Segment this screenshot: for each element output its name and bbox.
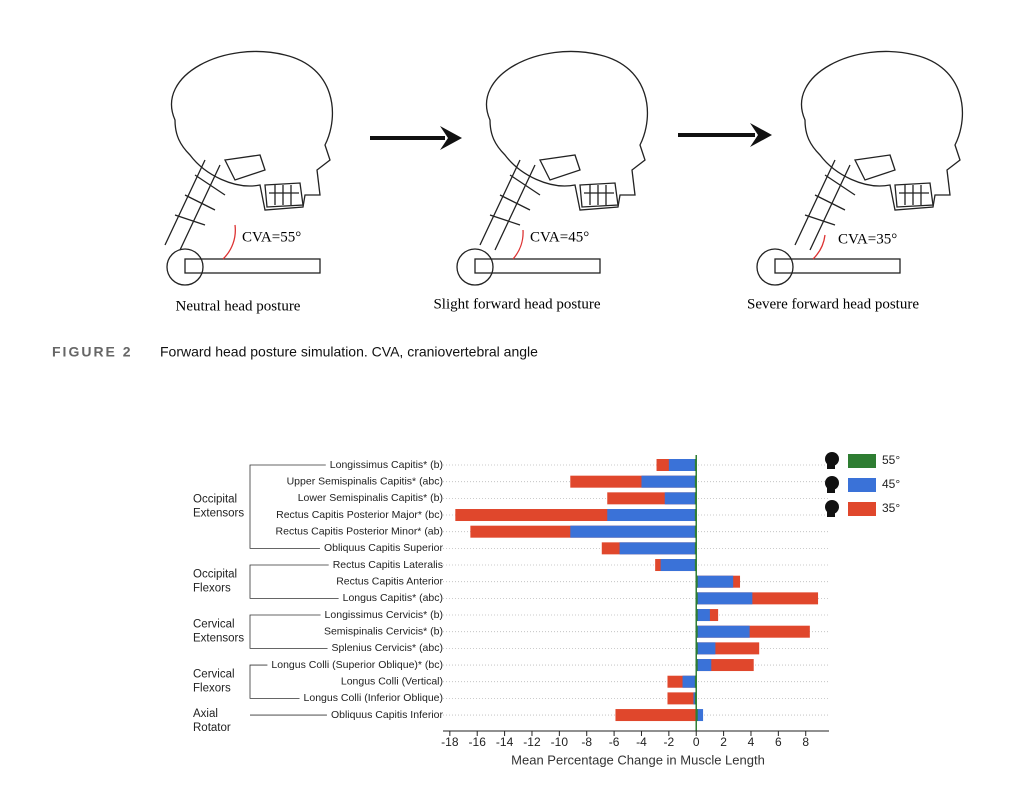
group-label: Axial (193, 708, 218, 720)
x-tick-label: -16 (469, 735, 487, 749)
angle-label: CVA=55° (242, 229, 301, 245)
illustration: CVA=55° CVA=45° CVA=35° Neutral head pos… (164, 50, 964, 314)
bar (660, 559, 697, 572)
bar (696, 575, 734, 588)
legend-icon (825, 500, 839, 514)
group-label: Flexors (193, 683, 231, 695)
group-label: Rotator (193, 722, 231, 734)
category-label: Semispinalis Cervicis* (b) (324, 625, 443, 637)
category-label: Obliquus Capitis Inferior (331, 709, 444, 721)
skull-severe (756, 50, 964, 286)
x-tick-label: -12 (523, 735, 541, 749)
bar (570, 525, 697, 538)
group-label: Occipital (193, 569, 237, 581)
x-tick-label: -10 (551, 735, 569, 749)
category-label: Rectus Capitis Posterior Minor* (ab) (276, 525, 443, 537)
x-tick-label: 6 (775, 735, 782, 749)
category-label: Rectus Capitis Anterior (336, 575, 443, 587)
x-tick-label: 2 (720, 735, 727, 749)
figure-caption: Forward head posture simulation. CVA, cr… (160, 344, 538, 360)
bar (696, 592, 753, 605)
group-label: Extensors (193, 633, 244, 645)
category-label: Longissimus Capitis* (b) (330, 459, 443, 471)
bar (696, 659, 712, 672)
bar (664, 492, 697, 505)
category-label: Upper Semispinalis Capitis* (abc) (287, 475, 443, 487)
arrow-head (440, 126, 462, 150)
bar (607, 509, 697, 522)
legend-icon (825, 476, 839, 490)
bar (696, 609, 710, 622)
category-label: Rectus Capitis Posterior Major* (bc) (276, 509, 443, 521)
x-tick-label: -14 (496, 735, 514, 749)
bar (682, 675, 697, 688)
bracket (249, 664, 300, 699)
category-label: Longus Colli (Inferior Oblique) (304, 692, 443, 704)
arrow-head (750, 123, 772, 147)
group-label: Cervical (193, 669, 235, 681)
legend-swatch (848, 454, 876, 468)
bar (619, 542, 697, 555)
x-tick-label: -18 (441, 735, 459, 749)
category-label: Longissimus Cervicis* (b) (325, 609, 443, 621)
figure-label: FIGURE 2 (52, 344, 133, 360)
legend-label: 45° (882, 477, 900, 491)
bracket (249, 564, 339, 599)
panel-caption: Neutral head posture (176, 298, 301, 314)
x-tick-label: 0 (693, 735, 700, 749)
bracket (249, 464, 326, 549)
x-tick-label: -6 (609, 735, 620, 749)
category-label: Obliquus Capitis Superior (324, 542, 444, 554)
bar (696, 625, 750, 638)
x-tick-label: -2 (664, 735, 675, 749)
legend-label: 35° (882, 501, 900, 515)
category-label: Rectus Capitis Lateralis (333, 559, 443, 571)
bar (668, 459, 697, 471)
skull-neutral (164, 50, 334, 286)
panel-caption: Slight forward head posture (433, 296, 600, 312)
legend-label: 55° (882, 453, 900, 467)
category-label: Longus Capitis* (abc) (343, 592, 443, 604)
group-label: Flexors (193, 583, 231, 595)
legend-swatch (848, 502, 876, 516)
bar (696, 709, 704, 722)
angle-label: CVA=35° (838, 231, 897, 247)
legend-icon (827, 464, 835, 469)
x-tick-label: 4 (748, 735, 755, 749)
group-label: Cervical (193, 619, 235, 631)
x-tick-label: -8 (581, 735, 592, 749)
category-label: Splenius Cervicis* (abc) (332, 642, 443, 654)
category-label: Longus Colli (Superior Oblique)* (bc) (271, 659, 443, 671)
bar (615, 709, 697, 722)
x-tick-label: -4 (636, 735, 647, 749)
legend-icon (827, 512, 835, 517)
legend-icon (827, 488, 835, 493)
x-tick-label: 8 (802, 735, 809, 749)
skull-slight (456, 50, 649, 286)
bar (641, 475, 697, 488)
x-axis-label: Mean Percentage Change in Muscle Length (511, 752, 765, 767)
bracket (249, 614, 328, 649)
group-label: Extensors (193, 508, 244, 520)
angle-label: CVA=45° (530, 229, 589, 245)
panel-caption: Severe forward head posture (747, 296, 919, 312)
bar (696, 642, 716, 655)
category-label: Longus Colli (Vertical) (341, 675, 443, 687)
legend-swatch (848, 478, 876, 492)
bar (667, 692, 697, 705)
category-label: Lower Semispinalis Capitis* (b) (298, 492, 443, 504)
group-label: Occipital (193, 494, 237, 506)
chart: Longissimus Capitis* (b) Upper Semispinal… (193, 452, 900, 767)
legend-icon (825, 452, 839, 466)
